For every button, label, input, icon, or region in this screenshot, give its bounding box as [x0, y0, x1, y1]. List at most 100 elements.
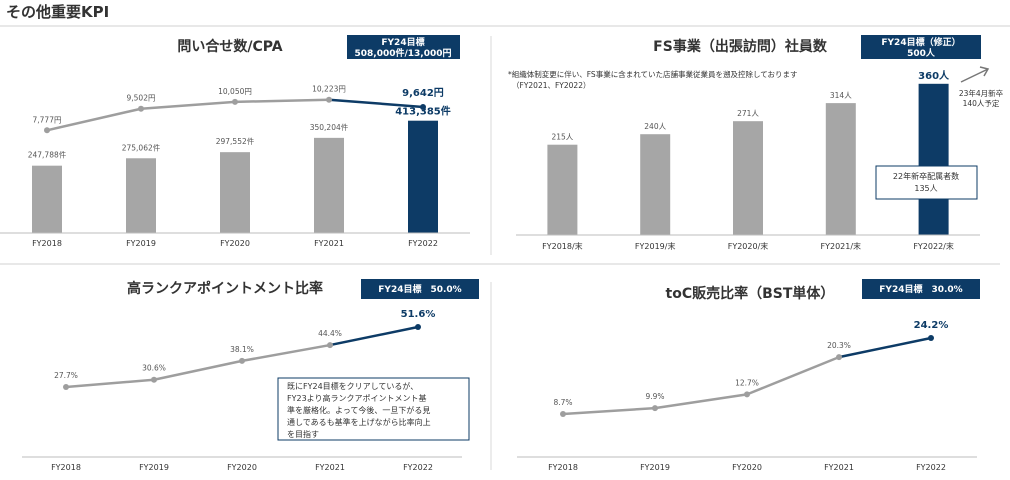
panel-title: 高ランクアポイントメント比率: [127, 280, 323, 297]
chart-fs-staff: 215人 240人 271人 314人 360人 FY2018/末 FY2019/末 FY20…: [516, 69, 980, 251]
series-line-segment: [153, 359, 243, 381]
target-badge: [347, 35, 460, 59]
cpa-point: [232, 98, 238, 105]
target-badge: [361, 279, 479, 299]
target-badge: [862, 279, 980, 299]
series-point: [239, 357, 245, 364]
target-value: 508,000件/13,000円: [354, 47, 451, 59]
bar: [314, 137, 344, 233]
series-line-segment: [746, 355, 840, 396]
cpa-data-label: 9,502円: [127, 94, 156, 103]
commentary-line-2: FY23より高ランクアポイントメント基: [287, 393, 427, 403]
bar: [408, 120, 438, 233]
chart-high-rank-ratio: 27.7% 30.6% 38.1% 44.4% 51.6% FY2018 FY2019 FY2…: [22, 309, 462, 472]
x-tick-label: FY2022/末: [913, 241, 954, 251]
bar: [547, 144, 578, 235]
series-line-segment: [838, 336, 932, 359]
bar-data-label: 350,204件: [310, 122, 349, 132]
x-tick-label: FY2019: [126, 239, 156, 248]
panel-high-rank-ratio: 高ランクアポイントメント比率 FY24目標 50.0% 27.7% 30.6% 38…: [22, 279, 479, 472]
series-point: [928, 335, 934, 341]
point-data-label: 20.3%: [827, 341, 851, 350]
cpa-point: [138, 105, 144, 112]
series-line-segment: [654, 393, 748, 410]
x-tick-label: FY2019: [139, 463, 169, 472]
x-tick-label: FY2018: [548, 463, 578, 472]
bar: [220, 152, 250, 233]
bar-data-label: 275,062件: [122, 142, 161, 152]
series-line-segment: [329, 325, 419, 347]
bar: [126, 158, 156, 233]
series-point: [836, 354, 842, 361]
cpa-line-segment: [46, 107, 142, 132]
point-data-label: 27.7%: [54, 371, 78, 380]
bar-data-label: 413,385件: [395, 105, 451, 118]
forecast-note-line-1: 23年4月新卒: [959, 88, 1004, 98]
point-data-label: 9.9%: [645, 392, 664, 401]
bar-data-label: 271人: [737, 109, 759, 118]
cpa-point: [420, 103, 426, 110]
series-point: [63, 384, 69, 390]
bar: [733, 121, 763, 235]
series-point: [560, 411, 566, 417]
cpa-line-segment: [234, 98, 330, 104]
series-line-segment: [562, 406, 656, 416]
callout-line-2: 135人: [914, 184, 937, 193]
bar: [918, 83, 949, 235]
target-label: FY24目標 30.0%: [879, 283, 962, 295]
series-point: [327, 342, 333, 349]
panel-inquiries-cpa: 問い合せ数/CPA FY24目標 508,000件/13,000円 247,78…: [0, 35, 470, 248]
x-tick-label: FY2018: [51, 463, 81, 472]
footnote-line-2: （FY2021、FY2022）: [512, 81, 590, 90]
footnote-line-1: *組織体制変更に伴い、FS事業に含まれていた店舗事業従業員を遡及控除しております: [508, 69, 798, 79]
point-data-label: 30.6%: [142, 364, 166, 373]
cpa-point: [326, 96, 332, 103]
series-point: [415, 324, 421, 330]
commentary-line-3: 準を厳格化。よって今後、一旦下がる見: [287, 405, 430, 415]
point-data-label: 24.2%: [914, 320, 949, 331]
x-tick-label: FY2019/末: [635, 241, 676, 251]
series-line-segment: [241, 343, 331, 363]
x-tick-label: FY2022: [408, 239, 438, 248]
x-tick-label: FY2018/末: [542, 241, 583, 251]
point-data-label: 51.6%: [401, 309, 436, 320]
panel-toc-sales-ratio: toC販売比率（BST単体） FY24目標 30.0% 8.7% 9.9% 12.7…: [517, 279, 980, 472]
bar: [825, 103, 856, 236]
cpa-data-label: 10,223円: [312, 85, 346, 94]
callout-line-1: 22年新卒配属者数: [893, 171, 959, 181]
x-tick-label: FY2019: [640, 463, 670, 472]
chart-toc-sales-ratio: 8.7% 9.9% 12.7% 20.3% 24.2% FY2018 FY2019 FY202…: [517, 320, 977, 472]
series-line-segment: [65, 378, 155, 389]
target-label: FY24目標 50.0%: [378, 283, 461, 295]
bar-data-label: 247,788件: [28, 150, 67, 160]
chart-inquiries-cpa: 247,788件 275,062件 297,552件 350,204件 413,385件…: [0, 85, 470, 248]
page-title: その他重要KPI: [6, 3, 109, 21]
bar-data-label: 240人: [644, 122, 666, 131]
x-tick-label: FY2018: [32, 239, 62, 248]
commentary-line-1: 既にFY24目標をクリアしているが、: [287, 381, 418, 391]
new-grad-callout: [875, 165, 978, 200]
arrow-icon: [960, 66, 990, 83]
x-tick-label: FY2021: [315, 463, 345, 472]
x-tick-label: FY2021/末: [821, 241, 862, 251]
cpa-data-label: 10,050円: [218, 87, 252, 96]
series-point: [652, 405, 658, 412]
point-data-label: 44.4%: [318, 329, 342, 338]
x-tick-label: FY2020: [220, 239, 250, 248]
forecast-note-line-2: 140人予定: [963, 98, 1000, 108]
x-tick-label: FY2021: [314, 239, 344, 248]
x-tick-label: FY2022: [916, 463, 946, 472]
cpa-line-segment: [140, 100, 236, 110]
target-value: 500人: [907, 47, 936, 59]
series-point: [744, 391, 750, 398]
point-data-label: 8.7%: [553, 398, 572, 407]
bar-data-label: 215人: [551, 133, 573, 142]
target-badge: [861, 35, 981, 59]
x-tick-label: FY2021: [824, 463, 854, 472]
bar-data-label: 314人: [830, 91, 852, 100]
point-data-label: 38.1%: [230, 345, 254, 354]
x-tick-label: FY2020: [732, 463, 762, 472]
x-tick-label: FY2020: [227, 463, 257, 472]
cpa-point: [44, 127, 50, 134]
bar-data-label: 297,552件: [216, 136, 255, 146]
